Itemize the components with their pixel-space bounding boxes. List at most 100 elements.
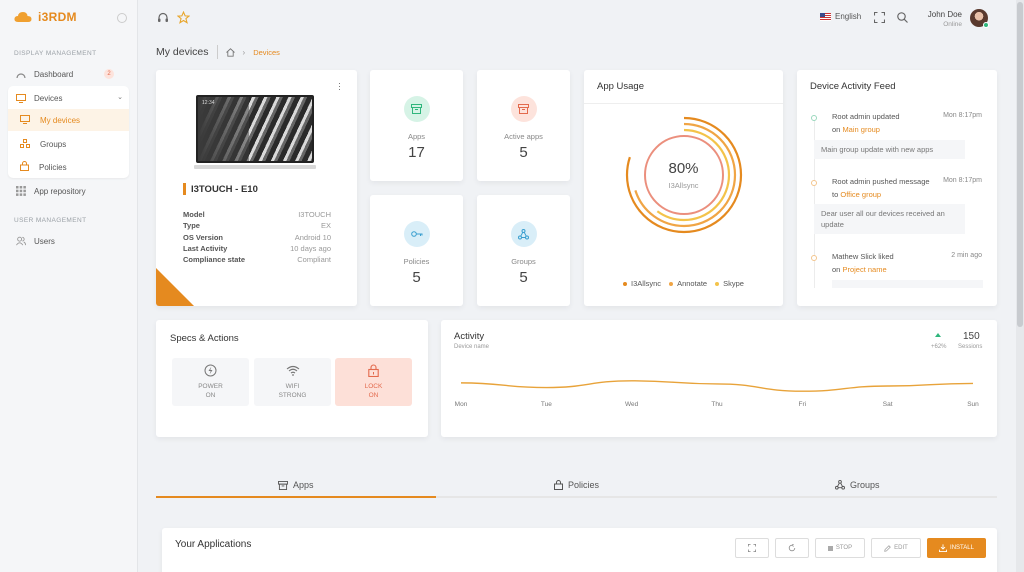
usage-percent: 80% bbox=[668, 160, 699, 177]
settings-icon[interactable] bbox=[117, 13, 127, 23]
device-screen-time: 12:34 bbox=[202, 100, 215, 106]
grid-icon bbox=[16, 186, 26, 196]
feed-message: Main group update with new apps bbox=[814, 140, 965, 159]
x-tick-label: Wed bbox=[625, 401, 639, 408]
feed-link[interactable]: Project name bbox=[842, 265, 887, 274]
feed-link[interactable]: Office group bbox=[840, 190, 882, 199]
fullscreen-icon bbox=[748, 544, 756, 552]
trend-up-icon bbox=[935, 333, 941, 337]
sessions-value: 150 bbox=[963, 331, 980, 342]
stat-value: 5 bbox=[519, 144, 528, 161]
x-tick-label: Tue bbox=[540, 401, 552, 408]
wifi-icon bbox=[286, 365, 299, 376]
device-name-row: I3TOUCH - E10 bbox=[183, 183, 258, 195]
sidebar: i3RDM DISPLAY MANAGEMENT Dashboard 2 Dev… bbox=[0, 0, 138, 572]
spec-value: Compliant bbox=[297, 255, 331, 265]
sidebar-item-label: App repository bbox=[34, 186, 86, 196]
stat-card-apps[interactable]: Apps 17 bbox=[370, 70, 463, 181]
breadcrumb-separator: › bbox=[242, 47, 246, 57]
timeline-line bbox=[814, 118, 815, 288]
sidebar-item-devices[interactable]: Devices ⌄ bbox=[8, 87, 129, 109]
tabs-divider bbox=[156, 496, 997, 498]
feed-text: Root admin updated bbox=[832, 112, 900, 121]
search-icon[interactable] bbox=[897, 12, 908, 23]
activity-series-line bbox=[460, 380, 974, 392]
lock-tile[interactable]: LOCK ON bbox=[335, 358, 412, 406]
power-tile[interactable]: POWER ON bbox=[172, 358, 249, 406]
avatar[interactable] bbox=[970, 9, 989, 28]
tile-label: POWER bbox=[198, 383, 223, 390]
feed-preposition: on bbox=[832, 265, 841, 274]
card-title: Device Activity Feed bbox=[810, 81, 896, 92]
usage-center-label: I3Allsync bbox=[668, 181, 699, 190]
refresh-button[interactable] bbox=[775, 538, 809, 558]
spec-key: Type bbox=[183, 221, 200, 231]
lock-icon bbox=[368, 364, 379, 378]
section-display-management: DISPLAY MANAGEMENT bbox=[14, 50, 97, 57]
lock-icon bbox=[20, 161, 29, 173]
sidebar-item-dashboard[interactable]: Dashboard 2 bbox=[8, 63, 129, 85]
dashboard-icon bbox=[16, 69, 26, 79]
spec-key: Compliance state bbox=[183, 255, 246, 265]
section-user-management: USER MANAGEMENT bbox=[14, 217, 87, 224]
fullscreen-icon[interactable] bbox=[874, 12, 885, 23]
activity-card: Activity Device name +62% 150 Sessions M… bbox=[441, 320, 997, 437]
stat-label: Groups bbox=[511, 257, 536, 266]
spec-key: Last Activity bbox=[183, 243, 228, 253]
language-selector[interactable]: English bbox=[820, 12, 861, 21]
sidebar-item-users[interactable]: Users bbox=[8, 230, 129, 252]
tab-apps[interactable]: Apps bbox=[278, 480, 314, 490]
more-options-icon[interactable]: · · · bbox=[338, 78, 341, 94]
feed-link[interactable]: Main group bbox=[842, 125, 880, 134]
edit-button[interactable]: EDIT bbox=[871, 538, 921, 558]
scrollbar[interactable] bbox=[1016, 0, 1024, 572]
tab-policies[interactable]: Policies bbox=[554, 480, 599, 490]
sidebar-item-policies[interactable]: Policies bbox=[8, 156, 129, 178]
headset-icon[interactable] bbox=[157, 12, 169, 24]
sidebar-item-my-devices[interactable]: My devices bbox=[8, 109, 129, 131]
breadcrumb-current[interactable]: Devices bbox=[253, 47, 280, 57]
tab-groups[interactable]: Groups bbox=[835, 480, 880, 490]
breadcrumb: My devices › Devices bbox=[156, 45, 280, 59]
sidebar-item-label: Groups bbox=[40, 139, 67, 149]
button-label: STOP bbox=[835, 545, 853, 551]
devices-group bbox=[8, 86, 129, 178]
stat-card-groups[interactable]: Groups 5 bbox=[477, 195, 570, 306]
expand-button[interactable] bbox=[735, 538, 769, 558]
feed-text: Mathew Slick liked bbox=[832, 252, 894, 261]
feed-message: Dear user all our devices received an up… bbox=[814, 204, 965, 234]
usage-ring-skype bbox=[637, 128, 731, 222]
stop-button[interactable]: STOP bbox=[815, 538, 865, 558]
tile-state: STRONG bbox=[278, 392, 307, 399]
groups-icon bbox=[20, 138, 30, 150]
spec-row: Last Activity 10 days ago bbox=[183, 243, 331, 254]
notification-badge: 2 bbox=[104, 69, 114, 79]
chevron-down-icon: ⌄ bbox=[117, 94, 123, 101]
feed-text: Root admin pushed message bbox=[832, 177, 930, 186]
tab-label: Policies bbox=[568, 480, 600, 490]
tile-label: WIFI bbox=[285, 383, 300, 390]
sidebar-item-app-repository[interactable]: App repository bbox=[8, 180, 129, 202]
corner-decoration bbox=[156, 268, 194, 306]
stat-value: 5 bbox=[519, 269, 528, 286]
stat-card-active-apps[interactable]: Active apps 5 bbox=[477, 70, 570, 181]
spec-row: Compliance state Compliant bbox=[183, 254, 331, 265]
app-logo[interactable]: i3RDM bbox=[14, 10, 77, 24]
wifi-tile[interactable]: WIFI STRONG bbox=[254, 358, 331, 406]
card-title: App Usage bbox=[597, 81, 645, 92]
stat-value: 17 bbox=[408, 144, 425, 161]
us-flag-icon bbox=[820, 12, 831, 21]
install-button[interactable]: INSTALL bbox=[927, 538, 986, 558]
power-icon bbox=[204, 364, 217, 377]
refresh-icon bbox=[788, 544, 796, 552]
stat-card-policies[interactable]: Policies 5 bbox=[370, 195, 463, 306]
sidebar-item-groups[interactable]: Groups bbox=[8, 133, 129, 155]
star-icon[interactable] bbox=[177, 11, 190, 24]
home-icon[interactable] bbox=[225, 47, 235, 57]
lock-icon bbox=[554, 480, 563, 490]
timeline-dot bbox=[811, 180, 817, 186]
user-menu[interactable]: John Doe Online bbox=[910, 10, 962, 28]
sidebar-item-label: Dashboard bbox=[34, 69, 74, 79]
download-icon bbox=[939, 544, 948, 552]
monitor-icon bbox=[16, 93, 26, 103]
